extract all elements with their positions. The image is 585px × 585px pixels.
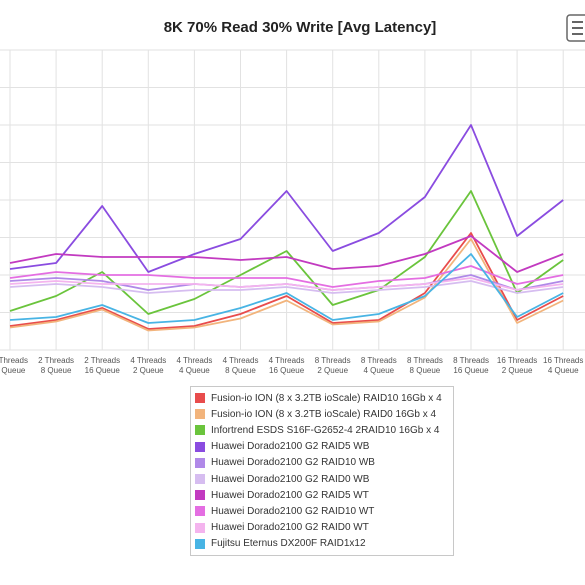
series-line [9,253,564,324]
legend-label: Huawei Dorado2100 G2 RAID10 WB [211,457,375,469]
legend-label: Fusion-io ION (8 x 3.2TB ioScale) RAID10… [211,392,442,404]
x-tick-label: 8 Threads 4 Queue [361,356,397,375]
legend-item: Huawei Dorado2100 G2 RAID0 WT [195,520,449,536]
series-line [9,277,564,291]
legend-label: Huawei Dorado2100 G2 RAID0 WB [211,473,370,485]
legend-swatch [195,393,205,404]
legend-swatch [195,409,205,420]
series-line [9,238,564,332]
legend-swatch [195,522,205,533]
legend-label: Huawei Dorado2100 G2 RAID0 WT [211,522,369,534]
x-tick-label: 4 Threads 8 Queue [223,356,259,375]
x-tick-label: 8 Threads 2 Queue [315,356,351,375]
legend-swatch [195,425,205,436]
legend-swatch [195,441,205,452]
legend-item: Huawei Dorado2100 G2 RAID5 WT [195,487,449,503]
series-lines [9,124,564,332]
x-tick-label: 16 Threads 4 Queue [543,356,583,375]
x-tick-label: 4 Threads 16 Queue [269,356,305,375]
legend-item: Huawei Dorado2100 G2 RAID5 WB [195,439,449,455]
series-line [9,232,564,330]
legend-item: Huawei Dorado2100 G2 RAID0 WB [195,471,449,487]
x-tick-label: 8 Threads 8 Queue [407,356,443,375]
legend-swatch [195,506,205,517]
legend: Fusion-io ION (8 x 3.2TB ioScale) RAID10… [190,386,454,556]
x-tick-label: 2 Threads 8 Queue [38,356,74,375]
legend-item: Huawei Dorado2100 G2 RAID10 WB [195,455,449,471]
legend-swatch [195,490,205,501]
legend-item: Infortrend ESDS S16F-G2652-4 2RAID10 16G… [195,422,449,438]
legend-item: Huawei Dorado2100 G2 RAID10 WT [195,503,449,519]
x-tick-label: 2 Threads 16 Queue [84,356,120,375]
series-line [9,280,564,294]
x-tick-label: 4 Threads 4 Queue [176,356,212,375]
x-tick-label: 16 Threads 2 Queue [497,356,537,375]
series-line [9,265,564,288]
series-line [9,124,564,273]
legend-item: Fujitsu Eternus DX200F RAID1x12 [195,536,449,552]
legend-label: Huawei Dorado2100 G2 RAID5 WT [211,489,369,501]
x-tick-label: 8 Threads 16 Queue [453,356,489,375]
legend-item: Fusion-io ION (8 x 3.2TB ioScale) RAID0 … [195,406,449,422]
series-line [9,190,564,315]
legend-item: Fusion-io ION (8 x 3.2TB ioScale) RAID10… [195,390,449,406]
legend-label: Infortrend ESDS S16F-G2652-4 2RAID10 16G… [211,424,440,436]
legend-label: Fusion-io ION (8 x 3.2TB ioScale) RAID0 … [211,408,437,420]
chart-title: 8K 70% Read 30% Write [Avg Latency] [164,19,437,36]
logo-icon [566,14,585,42]
legend-swatch [195,538,205,549]
legend-label: Fujitsu Eternus DX200F RAID1x12 [211,538,366,550]
series-line [9,235,564,273]
legend-swatch [195,474,205,485]
legend-label: Huawei Dorado2100 G2 RAID10 WT [211,505,375,517]
x-tick-label: 4 Threads 2 Queue [130,356,166,375]
legend-label: Huawei Dorado2100 G2 RAID5 WB [211,441,370,453]
legend-swatch [195,457,205,468]
